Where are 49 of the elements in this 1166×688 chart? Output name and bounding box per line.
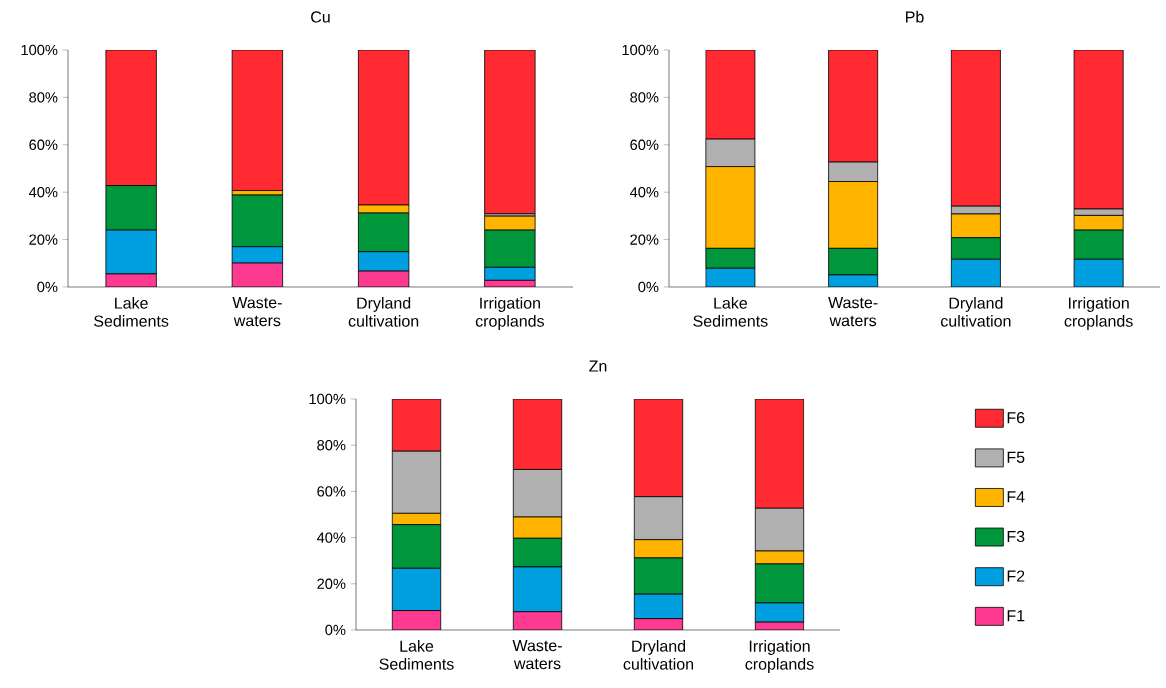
legend-label: F2: [1007, 570, 1025, 582]
x-tick-label: Irrigation croplands: [1064, 297, 1133, 330]
y-tick-label: 0%: [37, 281, 58, 293]
bar: [391, 398, 442, 452]
bar: [754, 398, 805, 509]
bar: [484, 49, 536, 215]
y-tick-label: 40%: [629, 187, 659, 198]
x-tick-label: Waste-waters: [232, 297, 282, 327]
legend-label: F5: [1007, 451, 1025, 463]
bar: [512, 398, 563, 470]
x-tick-label: Waste-waters: [828, 297, 878, 327]
y-tick-label: 100%: [21, 44, 58, 56]
y-tick-label: 0%: [325, 624, 346, 636]
y-tick-label: 60%: [630, 139, 659, 150]
x-tick-label: Dryland cultivation: [940, 297, 1011, 327]
bar: [357, 49, 410, 206]
y-tick-label: 20%: [630, 234, 659, 245]
x-tick-label: Irrigation croplands: [475, 297, 544, 330]
x-tick-label: Lake Sediments: [94, 297, 169, 327]
y-tick-label: 20%: [317, 578, 346, 589]
bar: [231, 49, 284, 191]
y-tick-label: 100%: [622, 44, 659, 56]
y-tick-label: 40%: [316, 532, 346, 543]
legend-label: F4: [1007, 491, 1025, 503]
x-tick-label: Lake Sediments: [379, 640, 454, 670]
x-tick-label: Irrigation croplands: [745, 640, 814, 673]
y-tick-label: 80%: [630, 92, 659, 103]
y-tick-label: 60%: [29, 139, 58, 150]
bar: [391, 610, 442, 630]
x-tick-label: Dryland cultivation: [348, 297, 419, 327]
y-tick-label: 20%: [29, 234, 58, 245]
chart-title: Zn: [589, 360, 607, 372]
x-tick-label: Lake Sediments: [693, 297, 768, 327]
bar: [105, 49, 157, 186]
y-tick-label: 80%: [317, 440, 346, 451]
y-tick-label: 40%: [28, 187, 58, 198]
legend-label: F1: [1007, 610, 1025, 622]
y-tick-label: 100%: [309, 393, 346, 405]
x-tick-label: Waste-waters: [512, 640, 562, 670]
y-tick-label: 80%: [29, 92, 58, 103]
chart-title: Cu: [311, 11, 330, 23]
bar: [633, 398, 684, 498]
y-tick-label: 60%: [317, 486, 346, 497]
y-tick-label: 0%: [638, 281, 659, 293]
bar: [512, 611, 563, 630]
legend-label: F6: [1007, 412, 1025, 424]
x-tick-label: Dryland cultivation: [623, 640, 694, 670]
legend-label: F3: [1007, 530, 1025, 543]
chart-title: Pb: [906, 10, 924, 23]
